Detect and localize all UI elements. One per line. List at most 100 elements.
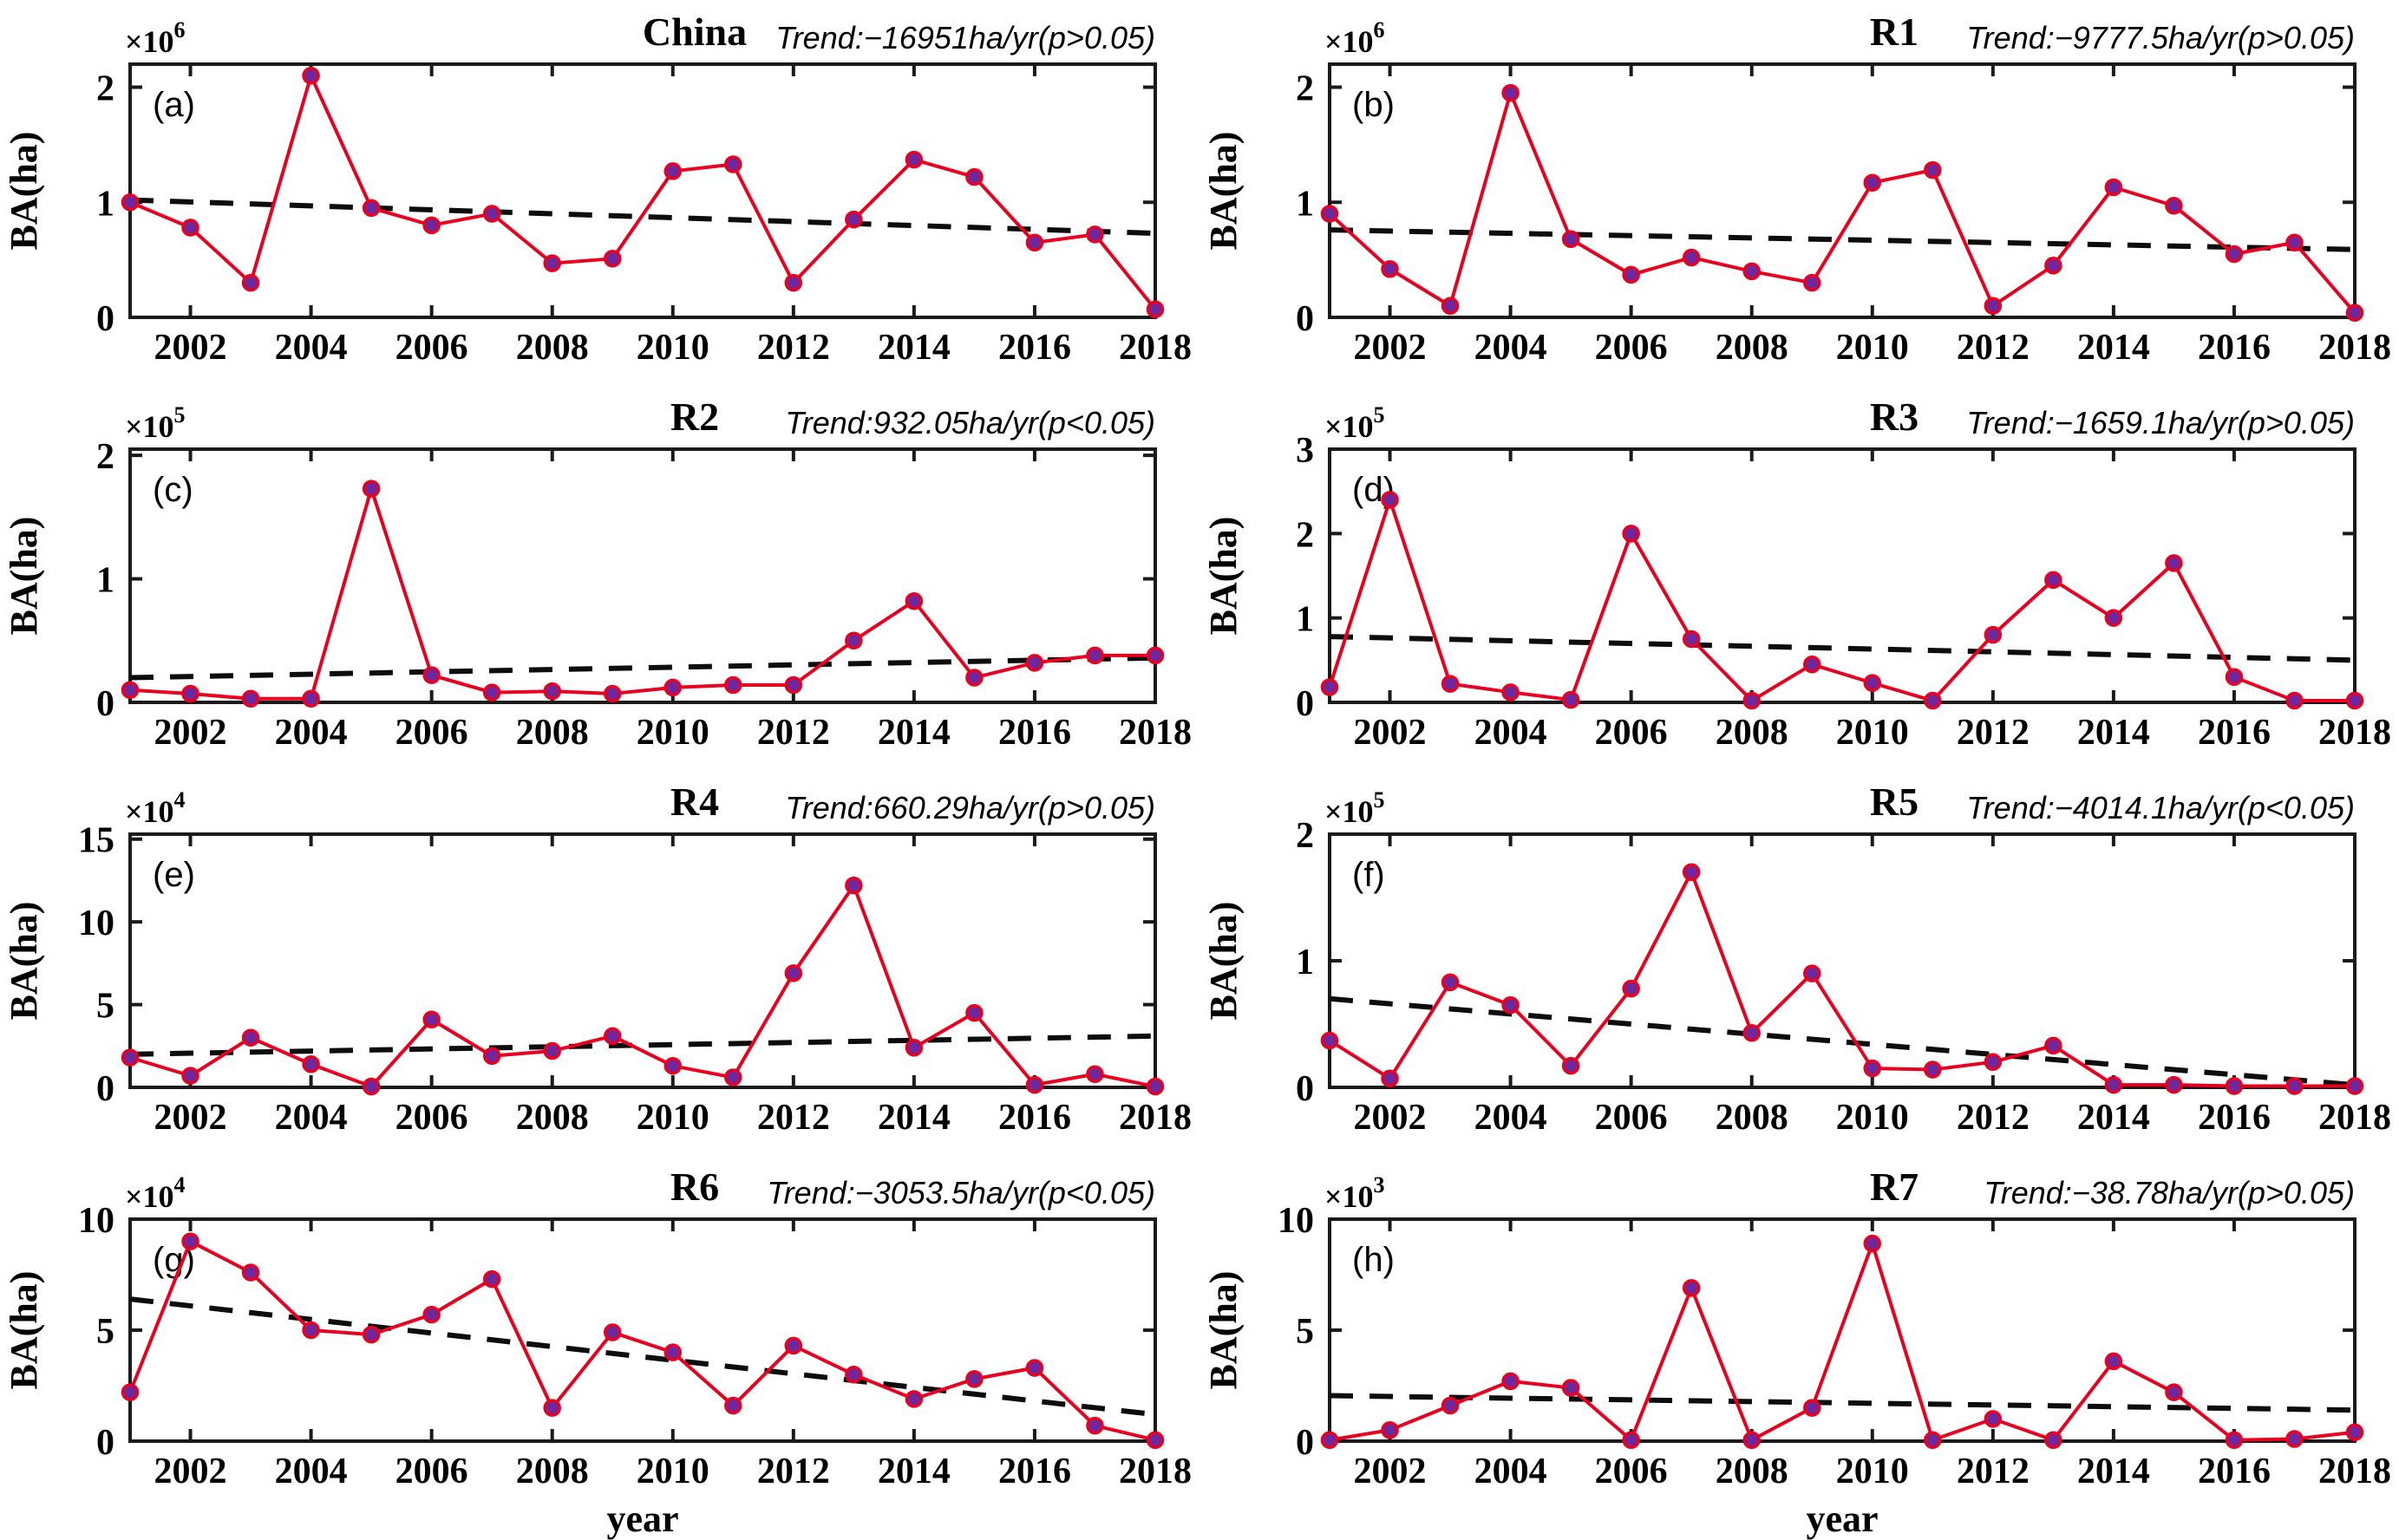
data-line bbox=[1328, 91, 2357, 314]
data-point bbox=[1320, 678, 1339, 696]
data-point bbox=[1802, 1399, 1821, 1417]
x-tick-label: 2016 bbox=[2198, 1452, 2271, 1491]
data-point bbox=[1924, 1431, 1942, 1449]
y-axis-label: BA(ha) bbox=[1202, 1271, 1245, 1390]
data-point bbox=[784, 964, 803, 982]
data-point bbox=[845, 876, 863, 895]
data-point bbox=[1622, 1431, 1640, 1449]
data-point bbox=[905, 1390, 924, 1408]
subplot-title: R4 bbox=[670, 780, 719, 824]
subplot-title: R1 bbox=[1870, 10, 1919, 54]
data-point bbox=[543, 1041, 561, 1060]
data-point bbox=[2285, 691, 2304, 710]
data-point bbox=[603, 1323, 622, 1341]
data-point bbox=[724, 1396, 742, 1415]
y-tick-label: 2 bbox=[1296, 515, 1314, 555]
y-tick-label: 5 bbox=[1296, 1312, 1314, 1352]
data-point bbox=[1682, 248, 1701, 267]
data-point bbox=[543, 682, 561, 701]
x-tick-label: 2018 bbox=[2318, 328, 2391, 368]
data-point bbox=[2165, 1383, 2183, 1401]
x-tick-label: 2002 bbox=[1354, 1452, 1427, 1491]
y-tick-label: 0 bbox=[96, 1069, 114, 1109]
x-tick-label: 2006 bbox=[395, 1452, 468, 1491]
subplot-g-r6: 2002 2004 2006 2008 2010 2012 2014 2016 2018 0 5 10… bbox=[0, 1155, 1200, 1540]
data-point bbox=[1025, 233, 1044, 251]
x-tick-label: 2006 bbox=[1595, 328, 1668, 368]
trend-line bbox=[129, 655, 1156, 681]
data-point bbox=[724, 155, 742, 173]
data-point bbox=[1561, 1379, 1580, 1397]
x-tick-label: 2004 bbox=[1474, 328, 1547, 368]
x-axis-label: year bbox=[1806, 1498, 1878, 1540]
panel-label: (b) bbox=[1352, 86, 1395, 124]
data-point bbox=[302, 1321, 320, 1340]
subplot-f-r5: 2002 2004 2006 2008 2010 2012 2014 2016 2018 0 1 2 ×… bbox=[1200, 770, 2399, 1155]
data-point bbox=[2044, 257, 2062, 275]
data-point bbox=[1441, 1396, 1460, 1415]
data-point bbox=[1742, 1023, 1761, 1042]
x-tick-label: 2010 bbox=[1836, 713, 1909, 753]
y-tick-label: 1 bbox=[1296, 600, 1314, 640]
data-point bbox=[1501, 683, 1520, 701]
data-point bbox=[905, 591, 924, 610]
data-point bbox=[1561, 1056, 1580, 1075]
data-point bbox=[241, 273, 260, 292]
data-point bbox=[2225, 1077, 2244, 1095]
data-point bbox=[422, 666, 441, 684]
x-tick-label: 2002 bbox=[1354, 713, 1427, 753]
data-point bbox=[1742, 691, 1761, 710]
x-tick-label: 2008 bbox=[1716, 1098, 1788, 1138]
data-point bbox=[2044, 1036, 2062, 1055]
chart-svg-d: 2002 2004 2006 2008 2010 2012 2014 2016 2018 0 1 2 3… bbox=[1202, 395, 2391, 753]
trend-annotation: Trend:−3053.5ha/yr(p<0.05) bbox=[767, 1175, 1155, 1210]
x-tick-label: 2006 bbox=[395, 1098, 468, 1138]
data-point bbox=[1501, 1372, 1520, 1391]
panel-label: (c) bbox=[153, 471, 193, 509]
y-axis-exponent: ×105 bbox=[1324, 402, 1385, 444]
data-point bbox=[2345, 1077, 2364, 1095]
data-point bbox=[1924, 160, 1942, 179]
data-point bbox=[2285, 1077, 2304, 1095]
data-point bbox=[482, 1047, 501, 1065]
x-tick-label: 2016 bbox=[998, 328, 1071, 368]
data-point bbox=[1146, 300, 1165, 318]
data-point bbox=[2225, 245, 2244, 264]
data-point bbox=[1622, 979, 1640, 998]
subplot-title: China bbox=[643, 10, 747, 54]
y-axis-exponent: ×104 bbox=[125, 787, 186, 829]
data-point bbox=[1441, 973, 1460, 992]
data-point bbox=[362, 199, 381, 218]
data-point bbox=[1086, 1416, 1104, 1435]
x-tick-label: 2012 bbox=[1957, 1098, 2030, 1138]
data-point bbox=[121, 193, 140, 212]
y-tick-label: 2 bbox=[96, 437, 114, 477]
data-point bbox=[241, 689, 260, 708]
data-point bbox=[1501, 83, 1520, 102]
x-tick-label: 2008 bbox=[516, 713, 589, 753]
y-tick-label: 10 bbox=[78, 904, 114, 943]
x-tick-label: 2004 bbox=[1474, 713, 1547, 753]
data-point bbox=[603, 684, 622, 703]
y-tick-label: 5 bbox=[96, 1312, 114, 1352]
x-tick-label: 2004 bbox=[1474, 1452, 1547, 1491]
data-point bbox=[1086, 1065, 1104, 1083]
data-point bbox=[1863, 1234, 1882, 1253]
data-point bbox=[905, 1038, 924, 1057]
data-point bbox=[2345, 1423, 2364, 1442]
data-point bbox=[603, 1027, 622, 1046]
data-point bbox=[2104, 178, 2123, 197]
x-tick-label: 2010 bbox=[1836, 1452, 1909, 1491]
data-point bbox=[362, 1325, 381, 1344]
x-tick-label: 2002 bbox=[1354, 328, 1427, 368]
x-tick-label: 2012 bbox=[757, 713, 830, 753]
data-point bbox=[482, 205, 501, 223]
y-axis-label: BA(ha) bbox=[3, 1271, 45, 1390]
x-tick-label: 2014 bbox=[2077, 1452, 2150, 1491]
trend-annotation: Trend:660.29ha/yr(p>0.05) bbox=[785, 790, 1155, 825]
y-tick-label: 0 bbox=[1296, 299, 1314, 339]
data-point bbox=[1441, 297, 1460, 315]
x-tick-label: 2014 bbox=[2077, 328, 2150, 368]
y-axis-label: BA(ha) bbox=[1202, 132, 1245, 251]
x-tick-label: 2010 bbox=[637, 328, 709, 368]
